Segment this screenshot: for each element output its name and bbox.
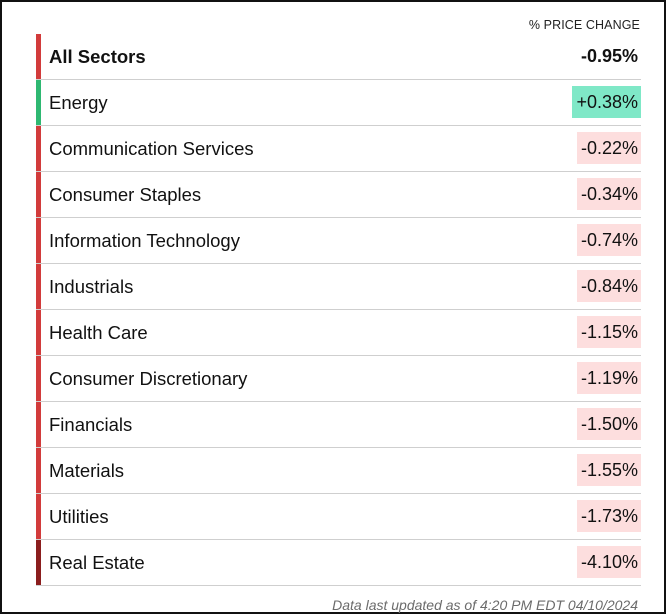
trend-indicator-bar	[36, 448, 41, 493]
sector-row: All Sectors -0.95%	[36, 34, 641, 80]
last-updated-note: Data last updated as of 4:20 PM EDT 04/1…	[332, 597, 638, 613]
price-change-value: -1.50%	[576, 408, 641, 440]
sector-name: Health Care	[49, 322, 148, 343]
price-change-value: -1.15%	[576, 316, 641, 348]
sector-name: Materials	[49, 460, 125, 481]
sector-name: Energy	[49, 92, 108, 113]
price-change-value: -1.73%	[576, 500, 641, 532]
sector-name: Information Technology	[49, 230, 240, 251]
sector-name: Communication Services	[49, 138, 254, 159]
price-change-value: -0.84%	[576, 270, 641, 302]
sector-row: Consumer Discretionary -1.19%	[36, 356, 641, 402]
sector-row: Information Technology -0.74%	[36, 218, 641, 264]
sector-row: Industrials -0.84%	[36, 264, 641, 310]
sector-row: Consumer Staples -0.34%	[36, 172, 641, 218]
sector-name: Industrials	[49, 276, 134, 297]
sector-name: Real Estate	[49, 552, 145, 573]
price-change-value: -1.19%	[576, 362, 641, 394]
trend-indicator-bar	[36, 80, 41, 125]
sector-row: Financials -1.50%	[36, 402, 641, 448]
sector-row: Health Care -1.15%	[36, 310, 641, 356]
price-change-value: -0.95%	[580, 46, 638, 66]
price-change-value: -1.55%	[576, 454, 641, 486]
trend-indicator-bar	[36, 310, 41, 355]
trend-indicator-bar	[36, 172, 41, 217]
trend-indicator-bar	[36, 264, 41, 309]
sector-name: Consumer Discretionary	[49, 368, 248, 389]
price-change-value: +0.38%	[572, 86, 641, 118]
trend-indicator-bar	[36, 126, 41, 171]
sector-name: Consumer Staples	[49, 184, 202, 205]
trend-indicator-bar	[36, 356, 41, 401]
sector-row: Energy +0.38%	[36, 80, 641, 126]
price-change-value: -0.74%	[576, 224, 641, 256]
sector-name: Utilities	[49, 506, 109, 527]
trend-indicator-bar	[36, 402, 41, 447]
price-change-value: -0.34%	[576, 178, 641, 210]
trend-indicator-bar	[36, 494, 41, 539]
price-change-value: -0.22%	[576, 132, 641, 164]
price-change-header: % PRICE CHANGE	[528, 18, 640, 32]
sector-row: Communication Services -0.22%	[36, 126, 641, 172]
sector-name: All Sectors	[49, 46, 146, 67]
sector-row: Real Estate -4.10%	[36, 540, 641, 586]
sector-row: Utilities -1.73%	[36, 494, 641, 540]
sector-row: Materials -1.55%	[36, 448, 641, 494]
sector-list: All Sectors -0.95% Energy +0.38% Communicati…	[36, 34, 641, 586]
trend-indicator-bar	[36, 34, 41, 79]
sector-name: Financials	[49, 414, 133, 435]
trend-indicator-bar	[36, 540, 41, 585]
trend-indicator-bar	[36, 218, 41, 263]
price-change-value: -4.10%	[576, 546, 641, 578]
